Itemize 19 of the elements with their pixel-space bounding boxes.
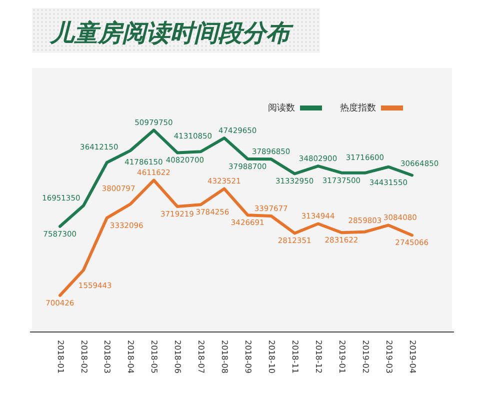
x-tick-label: 2018-05 [150, 340, 159, 374]
x-tick-label: 2018-06 [173, 340, 182, 374]
x-tick-label: 2018-02 [79, 340, 88, 374]
x-tick-label: 2019-03 [384, 340, 394, 374]
x-tick-label: 2018-09 [244, 340, 253, 374]
x-tick-label: 2018-04 [126, 340, 136, 374]
legend-label: 热度指数 [340, 102, 376, 114]
x-tick-label: 2018-07 [196, 340, 206, 374]
x-tick-label: 2018-03 [102, 340, 112, 374]
chart-title: 儿童房阅读时间段分布 [49, 19, 294, 47]
x-tick-label: 2018-10 [267, 340, 276, 374]
x-tick-label: 2018-08 [220, 340, 230, 374]
x-tick-label: 2018-01 [56, 340, 65, 374]
x-tick-label: 2019-01 [337, 340, 346, 374]
legend-label: 阅读数 [268, 102, 295, 114]
x-tick-label: 2019-02 [360, 340, 370, 374]
x-tick-label: 2018-12 [314, 340, 323, 374]
x-tick-label: 2018-11 [290, 340, 300, 374]
x-tick-label: 2019-04 [408, 340, 417, 374]
